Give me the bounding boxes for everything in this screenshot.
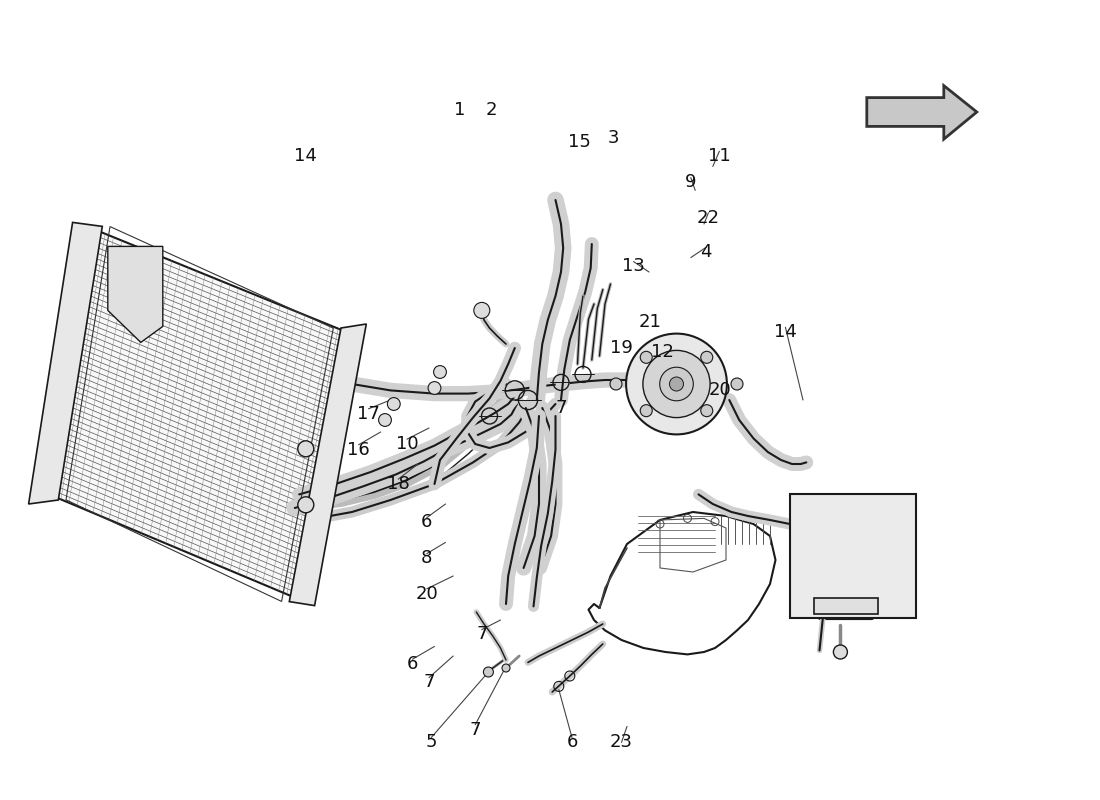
- Circle shape: [298, 497, 314, 513]
- Text: 20: 20: [416, 585, 438, 602]
- Polygon shape: [814, 598, 878, 614]
- Circle shape: [660, 367, 693, 401]
- Text: 6: 6: [407, 655, 418, 673]
- Circle shape: [387, 398, 400, 410]
- Text: 7: 7: [424, 674, 434, 691]
- Circle shape: [701, 405, 713, 417]
- Circle shape: [483, 667, 494, 677]
- Polygon shape: [53, 230, 346, 598]
- Text: 11: 11: [708, 147, 730, 165]
- Text: 17: 17: [358, 405, 379, 422]
- Text: 15: 15: [569, 134, 591, 151]
- Polygon shape: [790, 494, 916, 618]
- Text: 21: 21: [639, 313, 661, 330]
- Circle shape: [640, 351, 652, 363]
- Circle shape: [378, 414, 392, 426]
- Text: 20: 20: [710, 381, 732, 398]
- Text: 3: 3: [608, 129, 619, 146]
- Text: 2: 2: [486, 102, 497, 119]
- Text: 18: 18: [387, 475, 409, 493]
- Circle shape: [610, 378, 621, 390]
- Text: 10: 10: [396, 435, 418, 453]
- Polygon shape: [289, 324, 366, 606]
- Text: 8: 8: [421, 550, 432, 567]
- Circle shape: [670, 377, 683, 391]
- Text: 14: 14: [295, 147, 317, 165]
- Circle shape: [640, 405, 652, 417]
- Polygon shape: [108, 246, 163, 342]
- Text: 6: 6: [566, 734, 578, 751]
- Circle shape: [701, 351, 713, 363]
- Text: 5: 5: [426, 734, 437, 751]
- Text: 23: 23: [610, 734, 632, 751]
- Circle shape: [474, 302, 490, 318]
- Circle shape: [298, 441, 314, 457]
- Text: 7: 7: [476, 626, 487, 643]
- Text: 19: 19: [610, 339, 632, 357]
- Text: 7: 7: [556, 399, 566, 417]
- Circle shape: [834, 645, 847, 659]
- Text: 16: 16: [348, 441, 370, 458]
- Text: 22: 22: [697, 209, 719, 226]
- Text: 12: 12: [651, 343, 673, 361]
- Circle shape: [433, 366, 447, 378]
- Circle shape: [502, 664, 510, 672]
- Circle shape: [626, 334, 727, 434]
- Text: 1: 1: [454, 102, 465, 119]
- Circle shape: [642, 350, 711, 418]
- Polygon shape: [29, 222, 102, 504]
- Text: 7: 7: [470, 721, 481, 738]
- Circle shape: [732, 378, 742, 390]
- Text: 4: 4: [701, 243, 712, 261]
- Text: 6: 6: [421, 514, 432, 531]
- Circle shape: [428, 382, 441, 394]
- Text: 9: 9: [685, 174, 696, 191]
- Text: 13: 13: [623, 258, 645, 275]
- Text: 14: 14: [774, 323, 796, 341]
- Polygon shape: [867, 86, 977, 139]
